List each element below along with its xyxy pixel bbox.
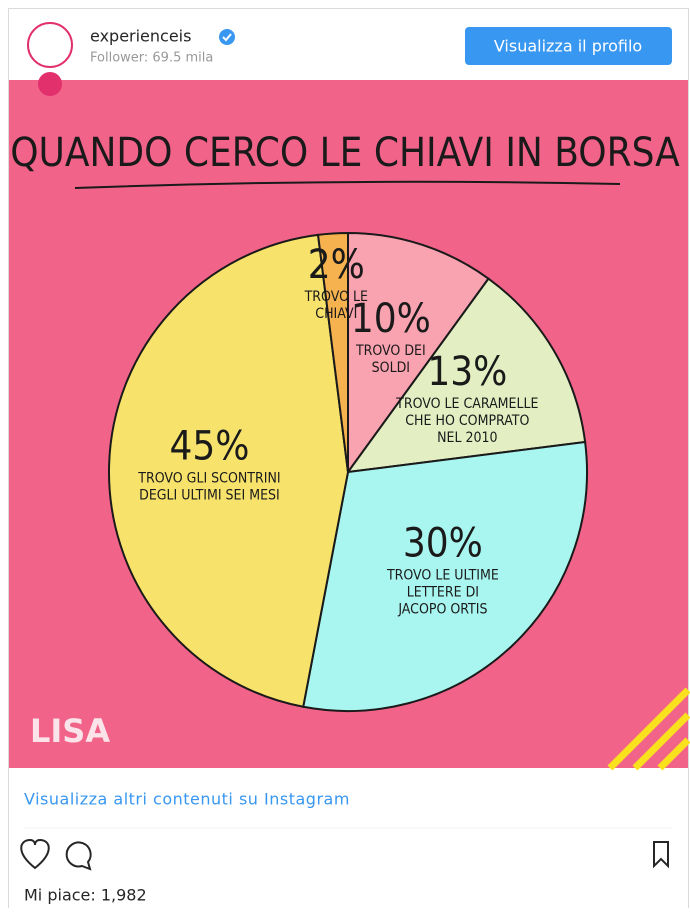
avatar[interactable]: [27, 22, 73, 68]
pie-slice: [316, 231, 349, 473]
username[interactable]: experienceis: [90, 27, 191, 46]
slice-label: JACOPO ORTIS: [397, 602, 487, 618]
logo: LISA: [30, 712, 110, 750]
slice-label: TROVO LE CARAMELLE: [395, 396, 538, 412]
slice-label: CHE HO COMPRATO: [405, 413, 529, 429]
slice-label: TROVO DEI: [355, 343, 426, 359]
profile-button-label[interactable]: Visualizza il profilo: [494, 37, 642, 56]
slice-label: LETTERE DI: [407, 585, 479, 601]
pie-slice: [302, 440, 588, 712]
slice-label: SOLDI: [372, 360, 410, 376]
slice-label: NEL 2010: [437, 430, 497, 446]
slice-value-label: 13%: [427, 349, 507, 395]
verified-check: [222, 33, 232, 42]
chart-title: QUANDO CERCO LE CHIAVI IN BORSA: [10, 130, 680, 176]
slice-label: TROVO LE: [304, 289, 368, 305]
slice-value-label: 45%: [169, 424, 249, 470]
slice-label: DEGLI ULTIMI SEI MESI: [139, 488, 280, 504]
likes: Mi piace: 1,982: [24, 886, 147, 905]
followers: Follower: 69.5 mila: [90, 51, 213, 66]
slice-value-label: 2%: [308, 242, 365, 288]
verified-badge: [219, 29, 235, 45]
pie-slice: [345, 277, 587, 474]
save-icon[interactable]: [653, 841, 669, 869]
slice-value-label: 30%: [403, 521, 483, 567]
slice-value-label: 10%: [351, 296, 431, 342]
pie-slice: [347, 231, 490, 476]
avatar-story: [38, 72, 62, 96]
comment-icon[interactable]: [65, 841, 92, 871]
pie-slice: [108, 233, 350, 708]
profile-button[interactable]: [465, 27, 672, 65]
slice-label: TROVO GLI SCONTRINI: [137, 471, 280, 487]
more-link[interactable]: Visualizza altri contenuti su Instagram: [24, 790, 350, 809]
slice-label: CHIAVI: [315, 306, 357, 322]
like-icon[interactable]: [20, 838, 50, 870]
stripes: [607, 687, 690, 771]
title-underline: [74, 180, 621, 189]
slice-label: TROVO LE ULTIME: [386, 568, 499, 584]
